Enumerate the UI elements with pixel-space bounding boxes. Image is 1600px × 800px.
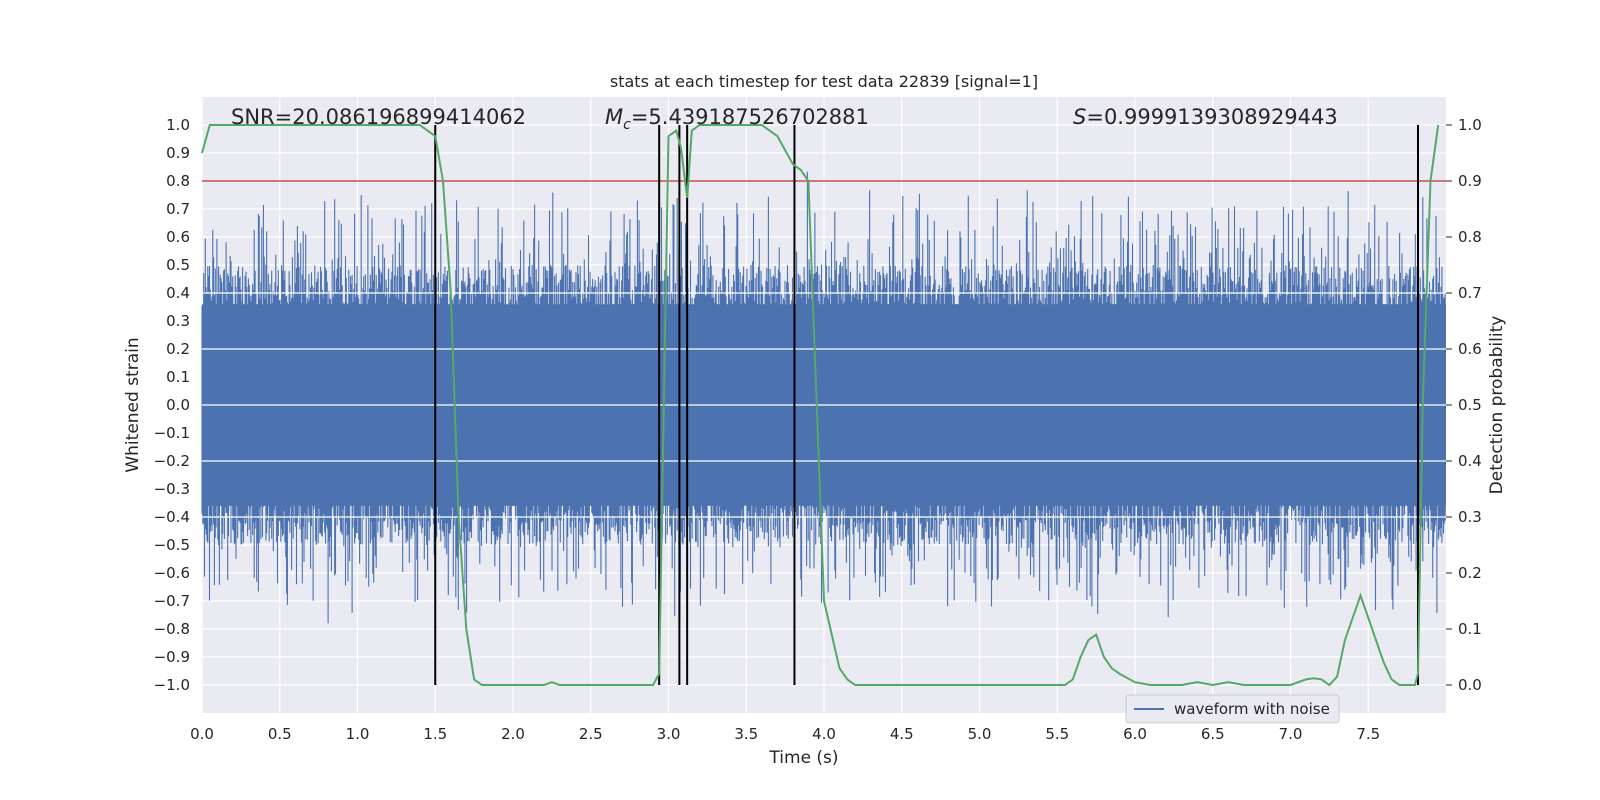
y-right-tick-label: 0.9	[1458, 172, 1482, 190]
x-tick-label: 4.0	[812, 725, 836, 743]
y-left-tick-label: −1.0	[154, 676, 190, 694]
legend-entry-waveform: waveform with noise	[1174, 700, 1330, 718]
y-left-tick-label: 0.3	[166, 312, 190, 330]
chart-title: stats at each timestep for test data 228…	[610, 72, 1038, 91]
y-left-tick-label: 1.0	[166, 116, 190, 134]
y-right-axis-label: Detection probability	[1487, 316, 1507, 495]
y-right-tick-label: 1.0	[1458, 116, 1482, 134]
waveform-series	[201, 171, 1446, 624]
x-axis-ticks: 0.0 0.5 1.0 1.5 2.0 2.5 3.0 3.5 4.0 4.5 5.0 5.5 6.0 6…	[190, 725, 1380, 743]
x-tick-label: 5.5	[1045, 725, 1069, 743]
score-symbol: S	[1073, 105, 1086, 129]
y-left-tick-label: −0.4	[154, 508, 190, 526]
y-left-tick-label: 0.9	[166, 144, 190, 162]
y-right-tick-label: 0.7	[1458, 284, 1482, 302]
y-right-tick-label: 0.8	[1458, 228, 1482, 246]
y-right-tick-label: 0.1	[1458, 620, 1482, 638]
score-value: =0.9999139308929443	[1086, 105, 1337, 129]
legend-box	[1125, 694, 1340, 724]
y-left-tick-label: −0.9	[154, 648, 190, 666]
y-right-tick-label: 0.0	[1458, 676, 1482, 694]
x-tick-label: 2.5	[579, 725, 603, 743]
x-tick-label: 6.5	[1201, 725, 1225, 743]
chirp-mass-subscript: c	[623, 117, 631, 133]
score-annotation: S=0.9999139308929443	[1073, 105, 1338, 129]
y-left-axis-label: Whitened strain	[123, 337, 143, 472]
y-left-axis-ticks: 1.0 0.9 0.8 0.7 0.6 0.5 0.4 0.3 0.2 0.1 0.0 −0.1 −0.…	[154, 116, 190, 694]
y-left-tick-label: 0.6	[166, 228, 190, 246]
y-left-tick-label: 0.5	[166, 256, 190, 274]
y-right-tick-label: 0.2	[1458, 564, 1482, 582]
y-left-tick-label: −0.7	[154, 592, 190, 610]
chirp-mass-symbol: M	[605, 105, 623, 129]
detection-probability-line	[201, 124, 1440, 687]
chirp-mass-value: =5.439187526702881	[631, 105, 869, 129]
y-left-tick-label: 0.8	[166, 172, 190, 190]
y-left-tick-label: −0.6	[154, 564, 190, 582]
x-tick-label: 4.5	[890, 725, 914, 743]
x-tick-label: 0.5	[268, 725, 292, 743]
y-right-tick-label: 0.3	[1458, 508, 1482, 526]
y-left-tick-label: 0.4	[166, 284, 190, 302]
x-tick-label: 7.5	[1356, 725, 1380, 743]
y-left-tick-label: 0.2	[166, 340, 190, 358]
x-tick-label: 3.5	[734, 725, 758, 743]
x-tick-label: 0.0	[190, 725, 214, 743]
y-left-tick-label: −0.1	[154, 424, 190, 442]
y-left-tick-label: −0.5	[154, 536, 190, 554]
vertical-markers	[434, 125, 1420, 685]
x-tick-label: 1.5	[423, 725, 447, 743]
y-left-tick-label: −0.3	[154, 480, 190, 498]
x-axis-label: Time (s)	[768, 748, 838, 768]
x-tick-label: 2.0	[501, 725, 525, 743]
x-tick-label: 1.0	[346, 725, 370, 743]
x-tick-label: 3.0	[657, 725, 681, 743]
chirp-mass-annotation: Mc=5.439187526702881	[605, 105, 869, 133]
x-tick-label: 5.0	[968, 725, 992, 743]
y-left-tick-label: −0.8	[154, 620, 190, 638]
y-right-axis-ticks: 1.0 0.9 0.8 0.7 0.6 0.5 0.4 0.3 0.2 0.1 0.0	[1446, 116, 1482, 694]
y-right-tick-label: 0.6	[1458, 340, 1482, 358]
x-tick-label: 6.0	[1123, 725, 1147, 743]
y-left-tick-label: 0.7	[166, 200, 190, 218]
y-left-tick-label: 0.0	[166, 396, 190, 414]
y-right-tick-label: 0.5	[1458, 396, 1482, 414]
y-right-tick-label: 0.4	[1458, 452, 1482, 470]
y-left-tick-label: 0.1	[166, 368, 190, 386]
y-left-tick-label: −0.2	[154, 452, 190, 470]
legend: waveform with noise	[1125, 694, 1340, 724]
x-tick-label: 7.0	[1279, 725, 1303, 743]
snr-annotation: SNR=20.086196899414062	[231, 105, 526, 129]
